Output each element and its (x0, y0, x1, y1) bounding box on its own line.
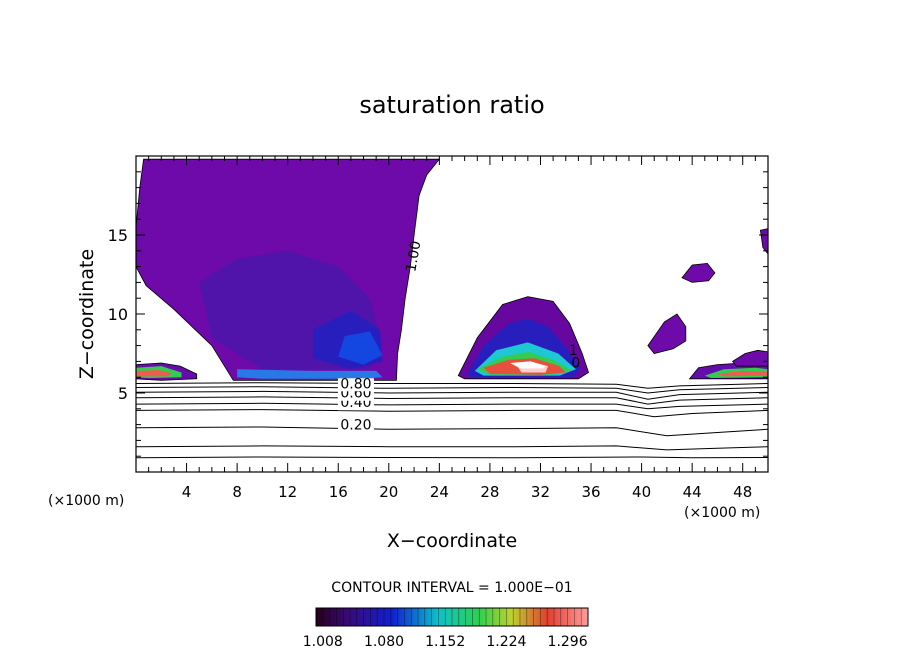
contour-line (136, 426, 768, 437)
contour-label: 0.80 (340, 376, 371, 392)
contour-line (136, 409, 768, 418)
colorbar-tick-label: 1.296 (548, 634, 588, 650)
contour-label: 0 (571, 356, 580, 372)
y-tick-label: 5 (118, 384, 128, 403)
colorbar-tick-label: 1.080 (364, 634, 404, 650)
x-tick-label: 8 (232, 483, 242, 501)
x-tick-label: 40 (632, 483, 651, 501)
x-unit-right: (×1000 m) (684, 505, 760, 521)
saturation-region (681, 262, 716, 283)
x-tick-label: 4 (182, 483, 192, 501)
contour-line (136, 386, 768, 394)
y-axis-label: Z−coordinate (76, 249, 98, 379)
contour-line (136, 382, 768, 389)
chart-title: saturation ratio (359, 91, 544, 119)
x-tick-label: 16 (329, 483, 348, 501)
contour-line (136, 402, 768, 410)
saturation-region (759, 228, 768, 255)
saturation-peak-patch (510, 361, 546, 369)
contour-label: 0.20 (340, 417, 371, 433)
x-tick-label: 32 (531, 483, 550, 501)
x-tick-label: 20 (379, 483, 398, 501)
contour-line (136, 396, 768, 405)
x-tick-label: 36 (581, 483, 600, 501)
colorbar-tick-label: 1.008 (303, 634, 343, 650)
contour-label: 1.00 (403, 240, 424, 273)
contour-interval-text: CONTOUR INTERVAL = 1.000E−01 (331, 580, 572, 596)
contour-line (136, 390, 768, 400)
colorbar-tick-label: 1.152 (425, 634, 465, 650)
contour-label: 1 (569, 343, 578, 359)
saturation-region (717, 370, 768, 377)
colorbar-tick-label: 1.224 (486, 634, 526, 650)
x-tick-label: 44 (683, 483, 702, 501)
x-tick-label: 12 (278, 483, 297, 501)
x-axis-label: X−coordinate (387, 530, 517, 552)
y-tick-label: 15 (108, 226, 128, 245)
saturation-region (338, 331, 383, 365)
x-unit-left: (×1000 m) (48, 493, 124, 509)
y-tick-label: 10 (108, 305, 128, 324)
contour-line (136, 456, 768, 459)
saturation-region (136, 370, 172, 377)
contour-label-bg (337, 378, 374, 392)
x-tick-label: 48 (733, 483, 752, 501)
x-tick-label: 24 (430, 483, 449, 501)
contour-line (136, 445, 768, 451)
saturation-region (732, 349, 768, 367)
contour-label-bg (337, 419, 374, 433)
saturation-region (237, 369, 383, 379)
plot-area (136, 158, 768, 459)
x-tick-label: 28 (480, 483, 499, 501)
saturation-region (647, 313, 687, 354)
colorbar: 1.008 1.080 1.152 1.224 1.296 (303, 607, 589, 650)
